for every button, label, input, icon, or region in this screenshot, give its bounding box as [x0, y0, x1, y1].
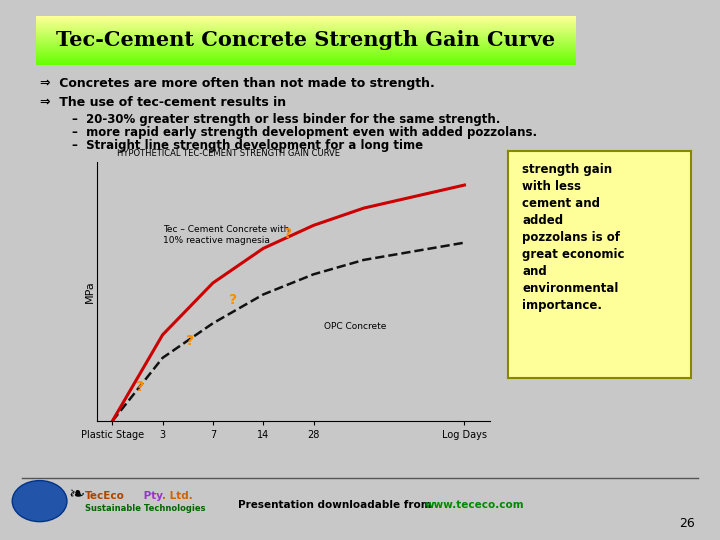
Text: –  20-30% greater strength or less binder for the same strength.: – 20-30% greater strength or less binder…: [72, 113, 500, 126]
Text: Tec – Cement Concrete with
10% reactive magnesia: Tec – Cement Concrete with 10% reactive …: [163, 225, 289, 245]
Text: Tec-Cement Concrete Strength Gain Curve: Tec-Cement Concrete Strength Gain Curve: [56, 30, 556, 51]
Text: Presentation downloadable from: Presentation downloadable from: [238, 500, 435, 510]
Text: ⇒  Concretes are more often than not made to strength.: ⇒ Concretes are more often than not made…: [40, 77, 434, 90]
Text: ?: ?: [229, 293, 237, 307]
Text: Sustainable Technologies: Sustainable Technologies: [85, 504, 205, 513]
Text: ?: ?: [186, 334, 194, 348]
Text: ⇒  The use of tec-cement results in: ⇒ The use of tec-cement results in: [40, 96, 286, 109]
Text: ?: ?: [136, 380, 144, 394]
Text: TecEco: TecEco: [85, 491, 125, 501]
Text: –  more rapid early strength development even with added pozzolans.: – more rapid early strength development …: [72, 126, 537, 139]
Y-axis label: MPa: MPa: [84, 280, 94, 303]
Text: 26: 26: [679, 517, 695, 530]
Text: ?: ?: [284, 227, 292, 241]
Text: strength gain
with less
cement and
added
pozzolans is of
great economic
and
envi: strength gain with less cement and added…: [522, 163, 625, 312]
Text: Pty: Pty: [140, 491, 163, 501]
Text: –  Straight line strength development for a long time: – Straight line strength development for…: [72, 139, 423, 152]
Text: OPC Concrete: OPC Concrete: [323, 322, 386, 331]
Text: www.tececo.com: www.tececo.com: [425, 500, 524, 510]
Text: . Ltd.: . Ltd.: [162, 491, 193, 501]
Text: ❧: ❧: [68, 485, 85, 505]
Text: HYPOTHETICAL TEC-CEMENT STRENGTH GAIN CURVE: HYPOTHETICAL TEC-CEMENT STRENGTH GAIN CU…: [117, 150, 340, 158]
